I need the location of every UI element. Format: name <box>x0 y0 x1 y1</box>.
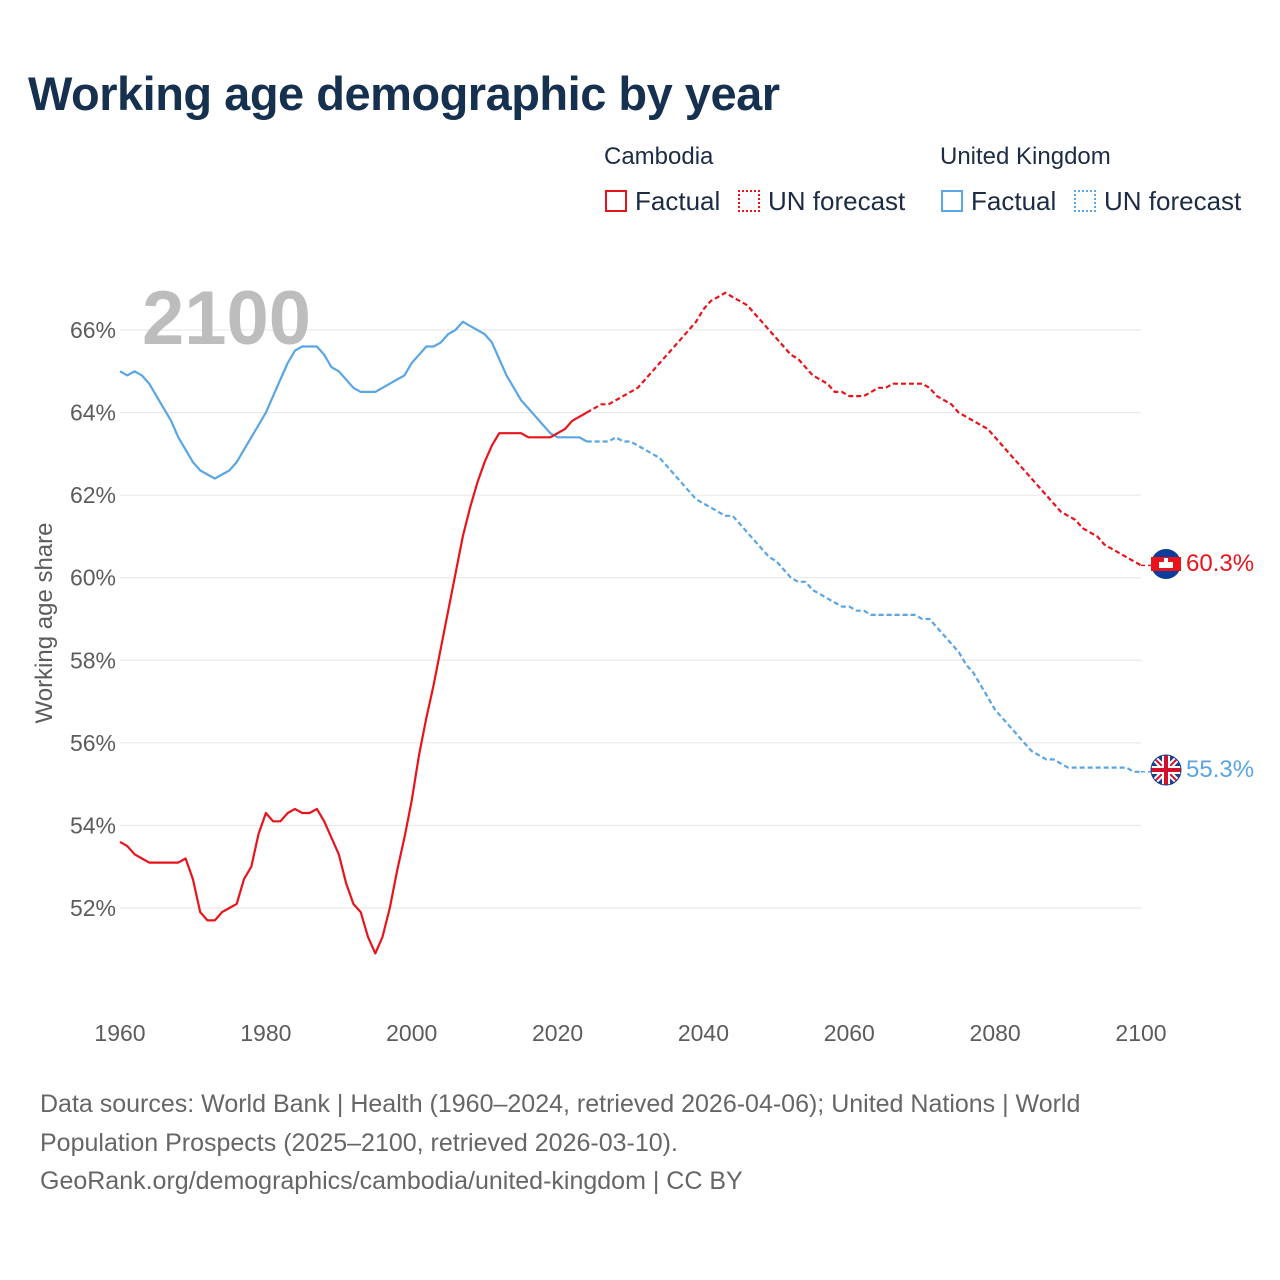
x-axis: 1960 1980 2000 2020 2040 2060 2080 2100 <box>94 1020 1166 1046</box>
x-tick-label: 2000 <box>386 1020 437 1046</box>
chart-title: Working age demographic by year <box>28 67 780 120</box>
x-tick-label: 2020 <box>532 1020 583 1046</box>
legend-label: Factual <box>635 185 721 216</box>
y-tick-label: 52% <box>70 895 116 921</box>
series-line-cambodia-factual[interactable] <box>119 411 588 955</box>
cambodia-flag-icon <box>1151 549 1181 579</box>
y-tick-label: 54% <box>70 812 116 838</box>
y-tick-label: 56% <box>70 730 116 756</box>
legend-swatch-dotted-icon <box>738 190 760 212</box>
y-axis: 52% 54% 56% 58% 60% 62% 64% 66% <box>70 317 116 921</box>
y-tick-label: 64% <box>70 400 116 426</box>
x-tick-label: 2040 <box>678 1020 729 1046</box>
legend-group-united-kingdom: United Kingdom <box>940 143 1111 170</box>
grid-lines <box>120 329 1141 909</box>
y-tick-label: 58% <box>70 647 116 673</box>
y-tick-label: 62% <box>70 482 116 508</box>
legend-swatch-solid-icon <box>941 190 963 212</box>
series-line-united-kingdom-forecast[interactable] <box>586 436 1141 773</box>
end-label-united-kingdom: 55.3% <box>1186 756 1254 783</box>
legend-label: UN forecast <box>768 185 906 216</box>
legend-label: Factual <box>971 185 1057 216</box>
series-line-united-kingdom-factual[interactable] <box>119 320 588 480</box>
line-chart: 2100 52% 54% 56% 58% 60% 62% 64% 66% 1960 1980 20… <box>31 276 1254 1046</box>
footer-sources: Data sources: World Bank | Health (1960–… <box>40 1085 1240 1201</box>
series-line-cambodia-forecast[interactable] <box>586 291 1142 567</box>
y-axis-label: Working age share <box>31 523 58 724</box>
year-watermark: 2100 <box>142 276 311 361</box>
legend-item-uk-factual[interactable]: Factual <box>941 185 1056 217</box>
legend-label: UN forecast <box>1104 185 1242 216</box>
legend-swatch-dotted-icon <box>1074 190 1096 212</box>
y-tick-label: 66% <box>70 317 116 343</box>
legend-item-cambodia-forecast[interactable]: UN forecast <box>738 185 905 217</box>
footer-line[interactable]: GeoRank.org/demographics/cambodia/united… <box>40 1167 743 1195</box>
uk-flag-ring <box>1150 754 1182 786</box>
uk-flag-icon <box>1151 755 1181 785</box>
x-tick-label: 1980 <box>240 1020 291 1046</box>
legend-item-cambodia-factual[interactable]: Factual <box>605 185 720 217</box>
legend-swatch-solid-icon <box>605 190 627 212</box>
legend-group-cambodia: Cambodia <box>604 143 714 170</box>
series-lines <box>119 291 1152 955</box>
footer-line: Population Prospects (2025–2100, retriev… <box>40 1128 678 1157</box>
end-label-cambodia: 60.3% <box>1186 550 1254 577</box>
x-tick-label: 2100 <box>1115 1020 1166 1046</box>
x-tick-label: 2060 <box>824 1020 875 1046</box>
y-tick-label: 60% <box>70 565 116 591</box>
x-tick-label: 2080 <box>970 1020 1021 1046</box>
legend-item-uk-forecast[interactable]: UN forecast <box>1074 185 1241 217</box>
x-tick-label: 1960 <box>94 1020 145 1046</box>
footer-line: Data sources: World Bank | Health (1960–… <box>40 1090 1081 1118</box>
